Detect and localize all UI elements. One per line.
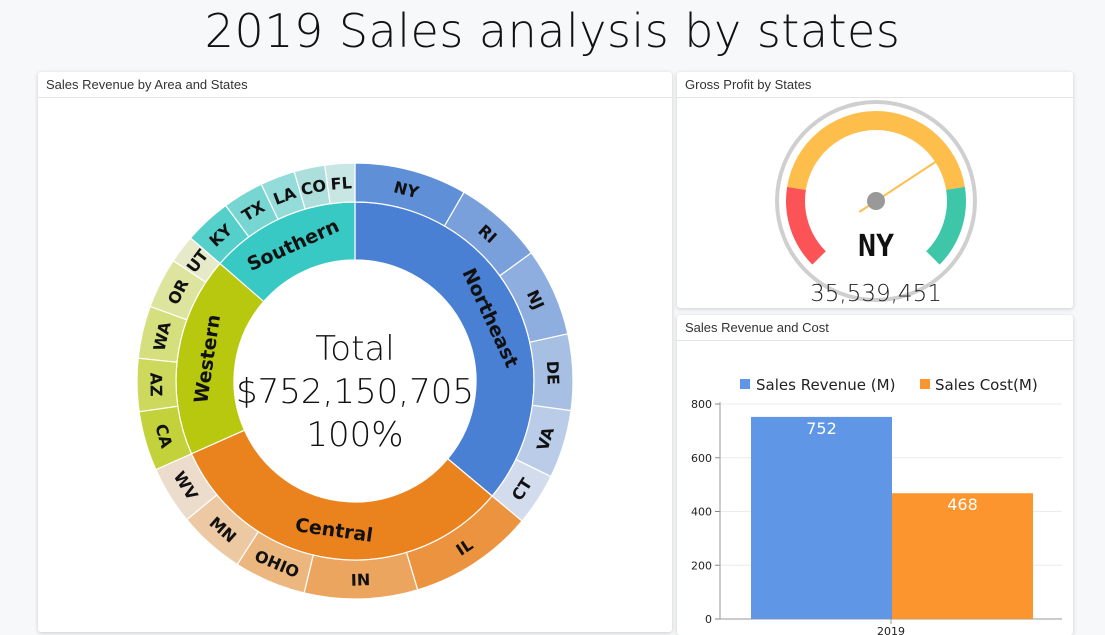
gauge-needle-hub xyxy=(867,192,885,210)
gauge-band-2 xyxy=(926,186,966,265)
state-label: CO xyxy=(299,175,328,199)
bar-data-label: 468 xyxy=(947,495,978,514)
gauge-value: 35,539,451 xyxy=(810,281,942,307)
state-label: IN xyxy=(351,570,371,590)
y-tick-label: 0 xyxy=(705,613,712,626)
panel-title: Sales Revenue and Cost xyxy=(677,315,1073,341)
bar-panel: Sales Revenue and Cost Sales Revenue (M)… xyxy=(677,315,1073,635)
panel-title: Gross Profit by States xyxy=(677,72,1073,98)
gauge-chart: NY 35,539,451 xyxy=(775,100,977,307)
gauge-outer-ring xyxy=(775,100,977,302)
state-label: AZ xyxy=(146,372,165,396)
legend-swatch-revenue xyxy=(740,379,750,389)
bar-revenue[interactable] xyxy=(751,416,892,619)
sunburst-panel: Sales Revenue by Area and States Northea… xyxy=(38,72,672,632)
panel-title: Sales Revenue by Area and States xyxy=(38,72,672,98)
y-tick-label: 800 xyxy=(691,398,712,411)
gauge-band-1 xyxy=(787,111,965,190)
gauge-panel: Gross Profit by States NY 35,539,451 xyxy=(677,72,1073,308)
state-label: FL xyxy=(330,173,352,193)
center-total-value: $752,150,705 xyxy=(236,372,474,412)
sunburst-chart: NortheastNYRINJDEVACTCentralILINOHIOMNWV… xyxy=(136,162,574,600)
y-tick-label: 200 xyxy=(691,559,712,572)
dashboard-title: 2019 Sales analysis by states xyxy=(204,4,901,58)
center-total-label: Total xyxy=(315,329,394,369)
bar-cost[interactable] xyxy=(892,493,1033,619)
bar-chart: Sales Revenue (M) Sales Cost(M) 0 200 400 6… xyxy=(691,376,1062,635)
y-tick-label: 400 xyxy=(691,506,712,519)
y-tick-label: 600 xyxy=(691,452,712,465)
legend-label-cost[interactable]: Sales Cost(M) xyxy=(935,376,1038,394)
state-label: DE xyxy=(543,360,563,385)
legend-label-revenue[interactable]: Sales Revenue (M) xyxy=(756,376,895,394)
gauge-band-0 xyxy=(786,186,826,265)
gauge-state-label: NY xyxy=(858,229,894,264)
center-total-percent: 100% xyxy=(306,415,403,455)
x-tick-label: 2019 xyxy=(877,625,905,635)
state-segment-fl[interactable] xyxy=(324,162,356,205)
bar-data-label: 752 xyxy=(806,419,837,438)
legend-swatch-cost xyxy=(920,379,930,389)
